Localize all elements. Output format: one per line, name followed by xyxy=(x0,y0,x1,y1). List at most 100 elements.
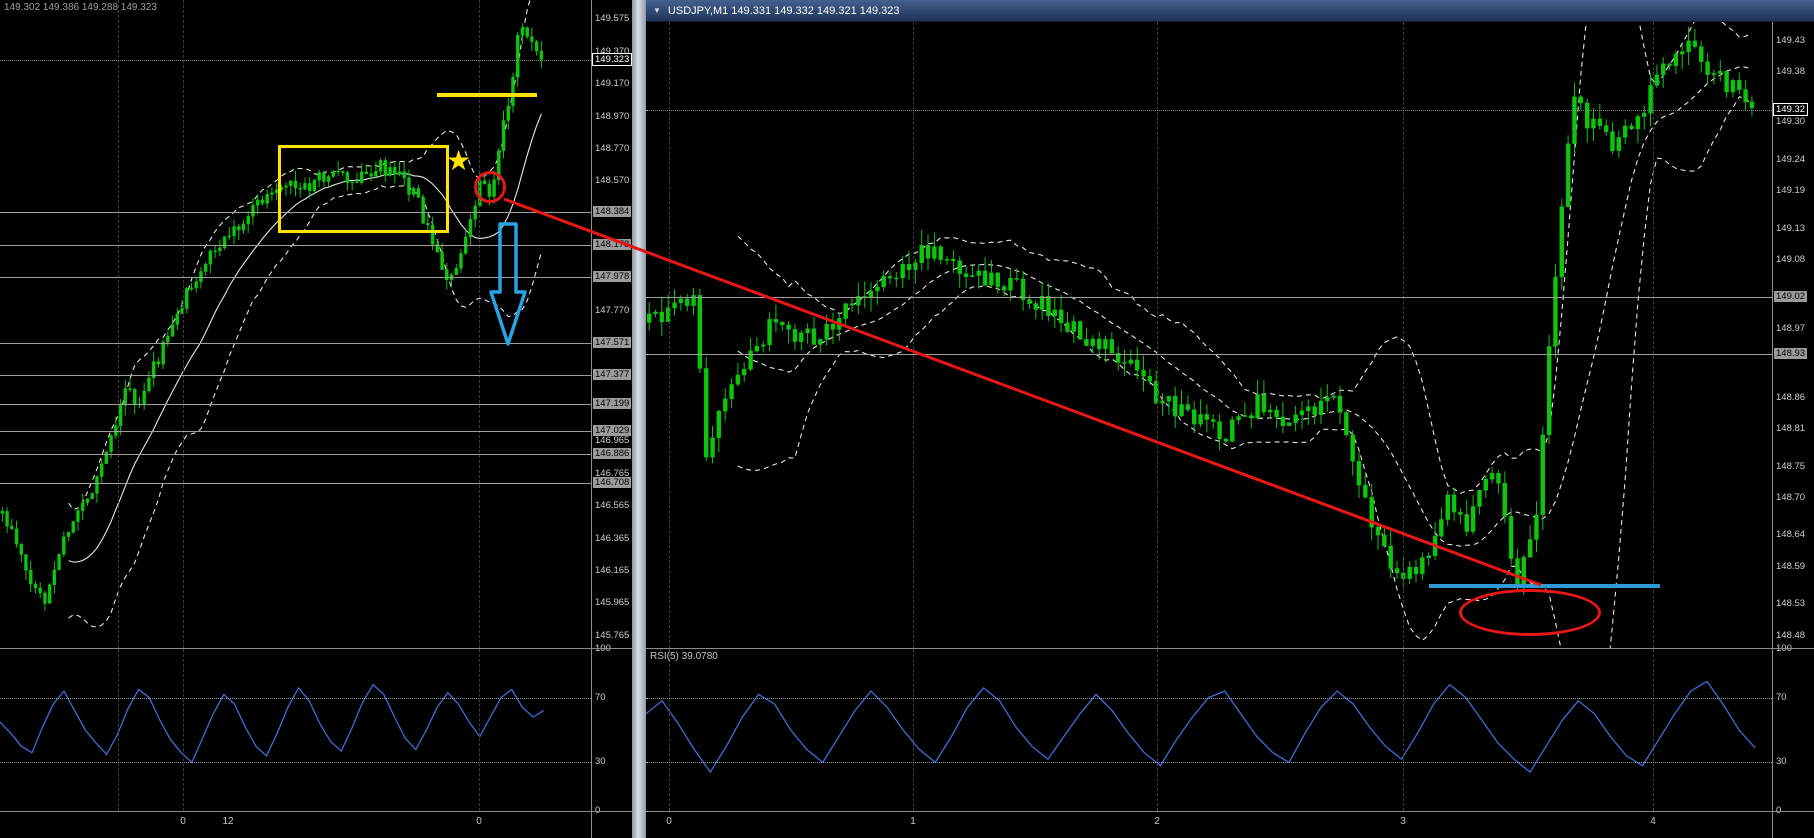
level-line xyxy=(646,297,1772,299)
vertical-gridline xyxy=(118,0,119,648)
right-price-axis[interactable]: 149.02 148.93 149.43 149.38 149.30 149.24 149.… xyxy=(1772,0,1814,838)
vertical-gridline xyxy=(669,649,670,811)
rsi-level-line xyxy=(0,762,591,763)
rsi-scale-label: 30 xyxy=(1776,756,1787,768)
right-price-chart[interactable] xyxy=(646,22,1772,648)
price-level-label: 148.178 xyxy=(593,238,632,250)
right-rsi-series xyxy=(646,680,1756,774)
left-rsi-line xyxy=(0,683,545,764)
vertical-gridline xyxy=(1403,649,1404,811)
price-level-label: 147.978 xyxy=(593,271,632,283)
right-rsi-pane[interactable]: RSI(5) 39.0780 xyxy=(646,649,1772,811)
vertical-gridline xyxy=(479,0,480,648)
time-label: 0 xyxy=(476,816,482,827)
rsi-readout: RSI(5) 39.0780 xyxy=(650,651,718,662)
vertical-gridline xyxy=(913,22,914,648)
price-tick-label: 148.48 xyxy=(1776,629,1806,641)
rsi-level-line xyxy=(646,698,1772,699)
price-tick-label: 148.81 xyxy=(1776,422,1806,434)
rsi-level-line xyxy=(646,762,1772,763)
price-tick-label: 149.370 xyxy=(595,45,630,57)
right-candlestick-series xyxy=(646,22,1755,648)
time-label: 3 xyxy=(1400,816,1406,827)
price-tick-label: 149.43 xyxy=(1776,34,1806,46)
time-label: 12 xyxy=(222,816,234,827)
bollinger-upper-band xyxy=(737,22,1753,495)
price-tick-label: 149.24 xyxy=(1776,153,1806,165)
ohlc-readout: 149.302 149.386 149.288 149.323 xyxy=(4,2,157,13)
vertical-gridline xyxy=(183,649,184,811)
price-level-label: 149.02 xyxy=(1774,291,1808,303)
bollinger-middle-band xyxy=(68,113,542,563)
left-rsi-pane[interactable] xyxy=(0,649,591,811)
rsi-scale-label: 0 xyxy=(1776,806,1781,816)
price-tick-label: 146.565 xyxy=(595,500,630,512)
price-tick-label: 148.59 xyxy=(1776,560,1806,572)
level-line xyxy=(0,343,591,345)
rsi-scale-label: 70 xyxy=(595,691,606,703)
price-tick-label: 148.570 xyxy=(595,175,630,187)
price-level-label: 147.199 xyxy=(593,397,632,409)
vertical-gridline xyxy=(183,0,184,648)
rsi-scale-label: 70 xyxy=(1776,691,1787,703)
price-tick-label: 148.97 xyxy=(1776,322,1806,334)
price-level-label: 148.93 xyxy=(1774,347,1808,359)
left-rsi-series xyxy=(0,683,545,764)
time-label: 1 xyxy=(910,816,916,827)
vertical-gridline xyxy=(1653,649,1654,811)
time-label: 2 xyxy=(1154,816,1160,827)
price-level-label: 147.571 xyxy=(593,337,632,349)
time-label: 0 xyxy=(180,816,186,827)
rsi-scale-label: 30 xyxy=(595,756,606,768)
level-line xyxy=(0,244,591,246)
level-line xyxy=(0,454,591,456)
bollinger-lower-band xyxy=(737,96,1753,648)
price-tick-label: 148.64 xyxy=(1776,529,1806,541)
level-line xyxy=(0,431,591,433)
price-tick-label: 146.965 xyxy=(595,435,630,447)
vertical-gridline xyxy=(913,649,914,811)
candlestick-bodies xyxy=(646,40,1755,587)
bollinger-lower-band xyxy=(68,184,542,628)
price-level-label: 146.886 xyxy=(593,448,632,460)
price-tick-label: 149.08 xyxy=(1776,253,1806,265)
left-time-axis[interactable]: 0 12 0 xyxy=(0,812,591,838)
level-line xyxy=(646,353,1772,355)
price-tick-label: 146.365 xyxy=(595,532,630,544)
vertical-gridline xyxy=(118,649,119,811)
left-price-chart[interactable]: 149.302 149.386 149.288 149.323 xyxy=(0,0,591,648)
price-tick-label: 147.770 xyxy=(595,305,630,316)
vertical-gridline xyxy=(1157,649,1158,811)
bollinger-middle-band xyxy=(737,66,1753,547)
rsi-level-line xyxy=(0,698,591,699)
level-line xyxy=(0,403,591,405)
candlestick-wicks xyxy=(1,23,542,611)
candlestick-bodies xyxy=(0,27,544,604)
vertical-gridline xyxy=(1157,22,1158,648)
price-tick-label: 148.75 xyxy=(1776,460,1806,472)
level-line xyxy=(0,483,591,485)
right-chart-title-bar[interactable]: ▼ USDJPY,M1 149.331 149.332 149.321 149.… xyxy=(646,0,1814,22)
left-price-axis[interactable]: 148.384 148.178 147.978 147.571 147.377 147.1… xyxy=(591,0,632,838)
current-price-line xyxy=(646,109,1772,111)
right-time-axis[interactable]: 0 1 2 3 4 xyxy=(646,812,1772,838)
price-level-label: 147.377 xyxy=(593,368,632,380)
price-level-label: 148.384 xyxy=(593,205,632,217)
price-tick-label: 145.965 xyxy=(595,597,630,609)
price-tick-label: 145.765 xyxy=(595,629,630,641)
rsi-scale-label: 100 xyxy=(595,644,611,654)
vertical-gridline xyxy=(669,22,670,648)
right-chart-title: USDJPY,M1 149.331 149.332 149.321 149.32… xyxy=(667,4,900,17)
level-line xyxy=(0,277,591,279)
level-line xyxy=(0,374,591,376)
vertical-gridline xyxy=(1653,22,1654,648)
window-splitter[interactable] xyxy=(632,0,646,838)
bollinger-upper-band xyxy=(68,0,531,511)
price-tick-label: 149.30 xyxy=(1776,116,1806,128)
time-label: 4 xyxy=(1650,816,1656,827)
price-tick-label: 146.165 xyxy=(595,565,630,577)
chart-subwindow-separator[interactable] xyxy=(0,648,1814,649)
rsi-scale-label: 100 xyxy=(1776,644,1792,654)
chart-menu-icon[interactable]: ▼ xyxy=(653,6,661,15)
price-tick-label: 148.970 xyxy=(595,110,630,122)
